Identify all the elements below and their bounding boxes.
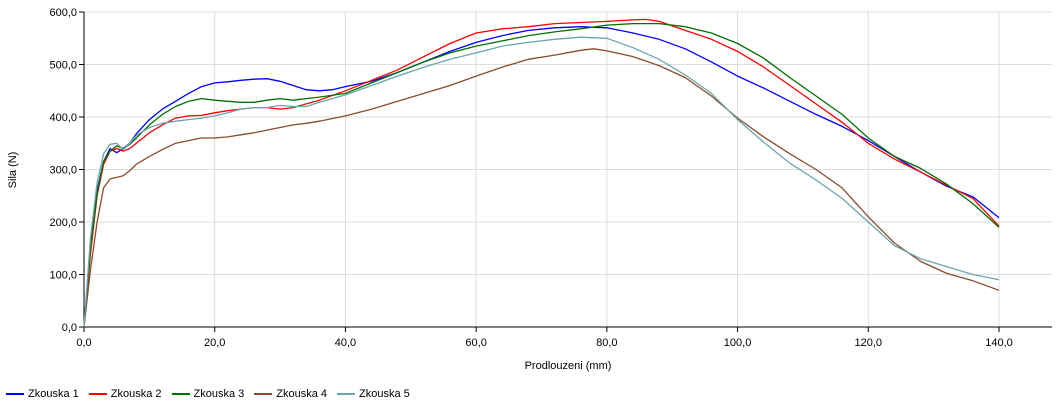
legend-swatch bbox=[171, 393, 190, 395]
y-tick-label: 200,0 bbox=[49, 217, 77, 229]
legend-item-2: Zkouska 2 bbox=[88, 388, 162, 400]
x-tick-label: 100,0 bbox=[724, 337, 752, 349]
legend: Zkouska 1 Zkouska 2 Zkouska 3 Zkouska 4 Zkou… bbox=[6, 388, 410, 400]
x-tick-label: 0,0 bbox=[76, 337, 91, 349]
series-line-5 bbox=[83, 36, 1000, 328]
x-tick-label: 40,0 bbox=[335, 337, 356, 349]
x-tick-label: 60,0 bbox=[465, 337, 486, 349]
x-tick-label: 20,0 bbox=[204, 337, 225, 349]
grid-lines bbox=[84, 11, 1052, 327]
x-tick-label: 140,0 bbox=[985, 337, 1013, 349]
series-line-2 bbox=[83, 18, 1000, 328]
y-tick-label: 300,0 bbox=[49, 165, 77, 177]
y-tick-label: 100,0 bbox=[49, 270, 77, 282]
legend-label: Zkouska 2 bbox=[110, 388, 162, 400]
y-tick-labels: 0,0 100,0 200,0 300,0 400,0 500,0 600,0 bbox=[49, 7, 84, 334]
y-tick-label: 400,0 bbox=[49, 112, 77, 124]
x-axis-title: Prodlouzeni (mm) bbox=[525, 360, 612, 372]
legend-swatch bbox=[6, 393, 24, 395]
y-tick-label: 0,0 bbox=[62, 322, 77, 334]
y-axis-title: Sila (N) bbox=[7, 152, 19, 189]
line-chart: 0,0 20,0 40,0 60,0 80,0 100,0 120,0 140,0 0,0 10… bbox=[7, 7, 1052, 372]
legend-label: Zkouska 3 bbox=[193, 388, 245, 400]
legend-label: Zkouska 1 bbox=[28, 388, 79, 400]
series-lines bbox=[83, 18, 1000, 328]
x-tick-label: 120,0 bbox=[855, 337, 883, 349]
legend-item-5: Zkouska 5 bbox=[337, 388, 410, 400]
legend-swatch bbox=[337, 393, 355, 395]
legend-swatch bbox=[88, 393, 107, 395]
series-line-4 bbox=[83, 48, 1000, 328]
legend-swatch bbox=[254, 393, 273, 395]
legend-item-3: Zkouska 3 bbox=[171, 388, 245, 400]
legend-label: Zkouska 5 bbox=[359, 388, 410, 400]
legend-item-1: Zkouska 1 bbox=[6, 388, 79, 400]
y-tick-label: 500,0 bbox=[49, 60, 77, 72]
legend-item-4: Zkouska 4 bbox=[254, 388, 327, 400]
series-line-3 bbox=[83, 22, 1000, 328]
y-tick-label: 600,0 bbox=[49, 7, 77, 19]
series-line-1 bbox=[83, 26, 1000, 328]
legend-label: Zkouska 4 bbox=[276, 388, 327, 400]
x-tick-labels: 0,0 20,0 40,0 60,0 80,0 100,0 120,0 140,0 bbox=[76, 327, 1013, 349]
x-tick-label: 80,0 bbox=[596, 337, 617, 349]
